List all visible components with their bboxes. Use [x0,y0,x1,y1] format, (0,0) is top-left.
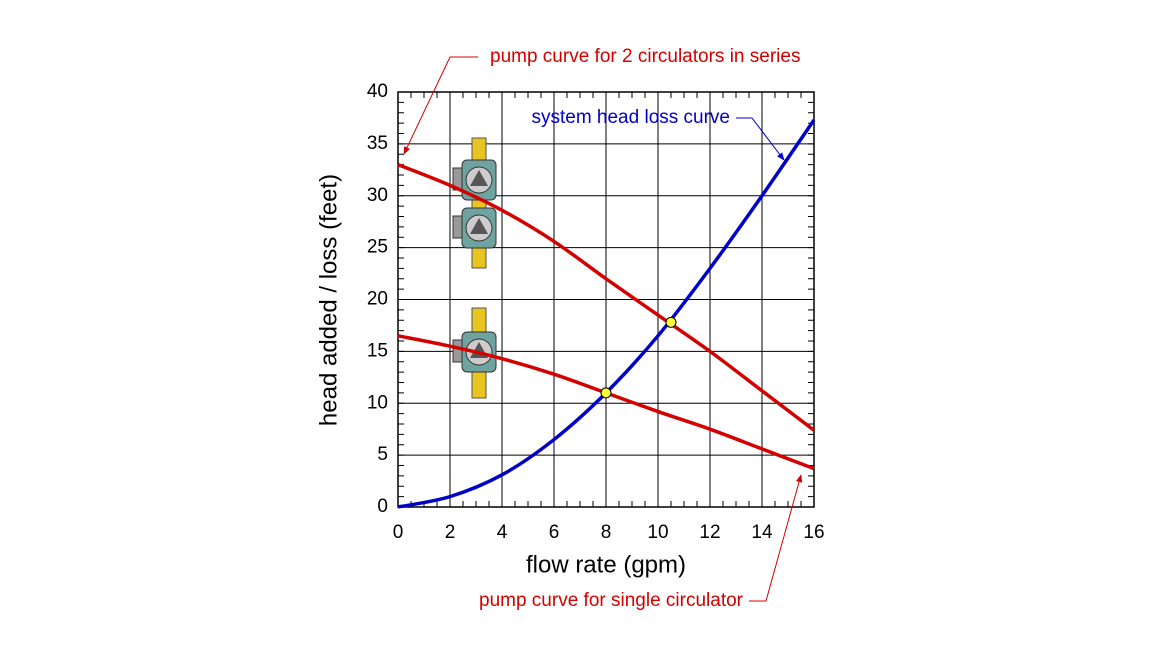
x-tick-label: 10 [647,522,668,543]
intersection-point [600,387,612,399]
x-axis-label: flow rate (gpm) [526,551,686,578]
pump-icons [452,137,497,399]
annotation: pump curve for single circulator [479,590,744,611]
series-line [397,119,816,509]
series-line [397,162,816,432]
x-tick-label: 0 [393,522,404,543]
y-tick-label: 0 [377,496,388,517]
x-tick-label: 4 [497,522,508,543]
annotation: system head loss curve [531,107,730,128]
x-tick-label: 16 [803,522,824,543]
annotation-arrow [749,474,803,602]
y-tick-label: 20 [367,289,388,310]
y-tick-label: 35 [367,133,388,154]
x-tick-label: 14 [751,522,773,543]
y-axis-label: head added / loss (feet) [315,174,342,426]
y-tick-label: 10 [367,392,388,413]
y-tick-label: 30 [367,185,388,206]
y-tick-label: 40 [367,81,388,102]
x-tick-label: 8 [601,522,612,543]
plot-frame [397,91,815,508]
intersection-point [665,316,677,328]
x-tick-label: 6 [549,522,560,543]
x-tick-label: 12 [699,522,720,543]
y-tick-label: 15 [367,340,388,361]
annotation-arrow [736,117,785,161]
y-tick-label: 25 [367,237,388,258]
y-tick-label: 5 [377,444,388,465]
annotation-arrow [403,56,478,155]
x-tick-label: 2 [445,522,456,543]
annotation: pump curve for 2 circulators in series [490,46,800,67]
